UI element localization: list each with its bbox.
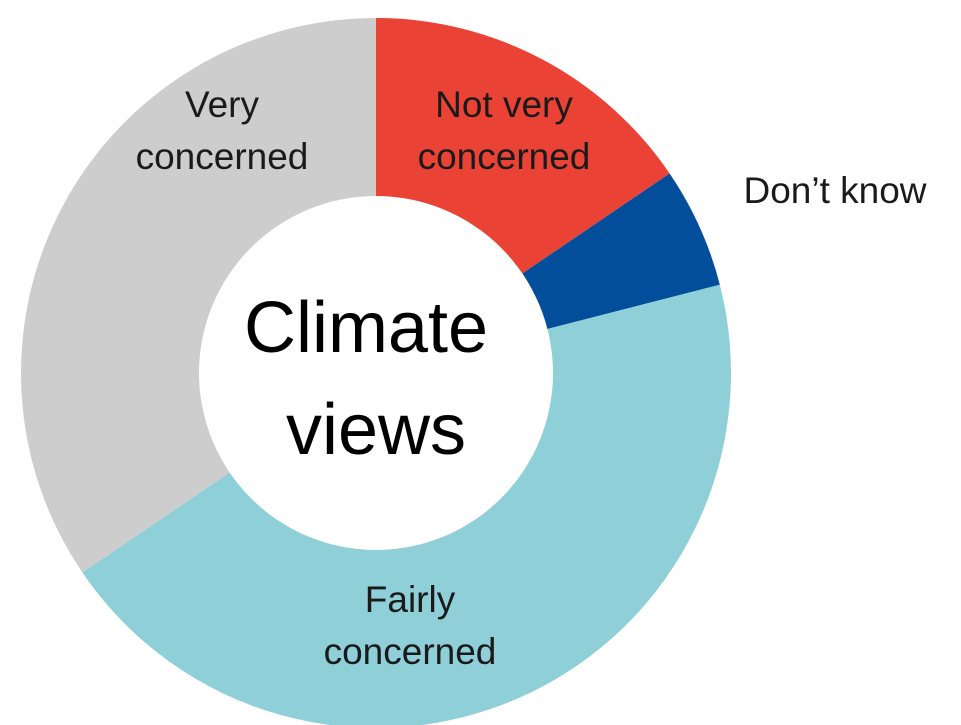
slice-label-line: concerned xyxy=(136,136,309,177)
slice-label-line: concerned xyxy=(324,631,497,672)
donut-hole xyxy=(199,196,553,550)
slice-label-fairly-concerned: Fairly concerned xyxy=(324,579,497,672)
slice-label-not-very-concerned: Not very concerned xyxy=(418,84,591,177)
slice-label-line: Very xyxy=(185,84,260,125)
slice-label-line: concerned xyxy=(418,136,591,177)
slice-very-concerned xyxy=(21,18,376,573)
slice-label-line: Not very xyxy=(435,84,573,125)
slice-labels-group: Not very concerned Don’t know Fairly concern… xyxy=(136,84,927,672)
slice-label-line: Don’t know xyxy=(743,170,926,211)
center-label: Climate views xyxy=(244,288,508,470)
center-label-line-2: views xyxy=(286,390,466,470)
center-label-line-1: Climate xyxy=(244,288,488,368)
slice-label-line: Fairly xyxy=(365,579,456,620)
slice-label-don-t-know: Don’t know xyxy=(743,170,926,211)
slice-label-very-concerned: Very concerned xyxy=(136,84,309,177)
